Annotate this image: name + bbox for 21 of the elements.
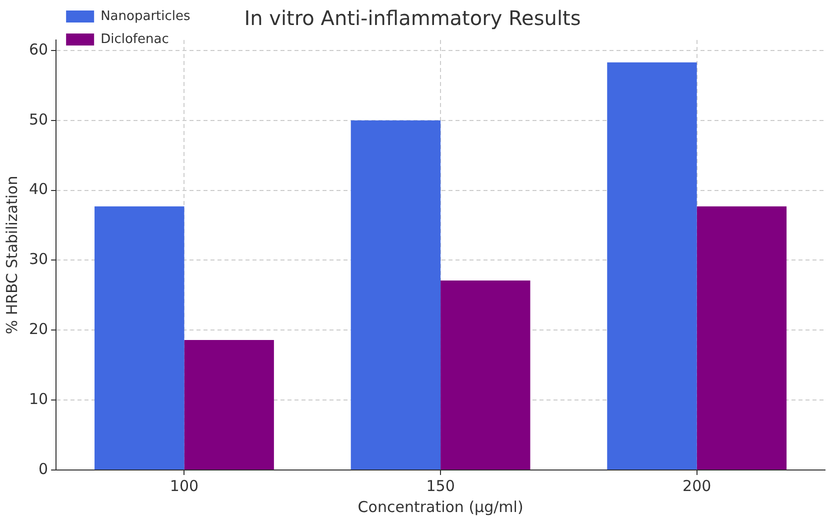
bar (696, 206, 787, 470)
chart-title: In vitro Anti-inflammatory Results (244, 6, 581, 30)
y-tick-label: 10 (28, 390, 48, 408)
x-tick-label: 100 (170, 476, 199, 495)
bar (607, 62, 697, 470)
legend-label: Diclofenac (100, 32, 169, 47)
bar (94, 206, 184, 470)
y-axis-title: % HRBC Stabilization (2, 176, 21, 334)
legend-label: Nanoparticles (100, 8, 190, 24)
y-tick-label: 0 (38, 460, 48, 478)
y-tick-label: 60 (28, 40, 48, 58)
x-axis-title: Concentration (µg/ml) (358, 498, 524, 516)
bar (440, 280, 530, 470)
x-tick-label: 150 (426, 476, 455, 495)
y-tick-label: 40 (28, 180, 48, 198)
y-tick-label: 50 (28, 110, 48, 128)
bar (350, 120, 441, 470)
x-tick-label: 200 (682, 476, 712, 495)
y-tick-label: 20 (28, 320, 48, 338)
y-tick-label: 30 (28, 250, 48, 268)
bar (184, 340, 274, 470)
